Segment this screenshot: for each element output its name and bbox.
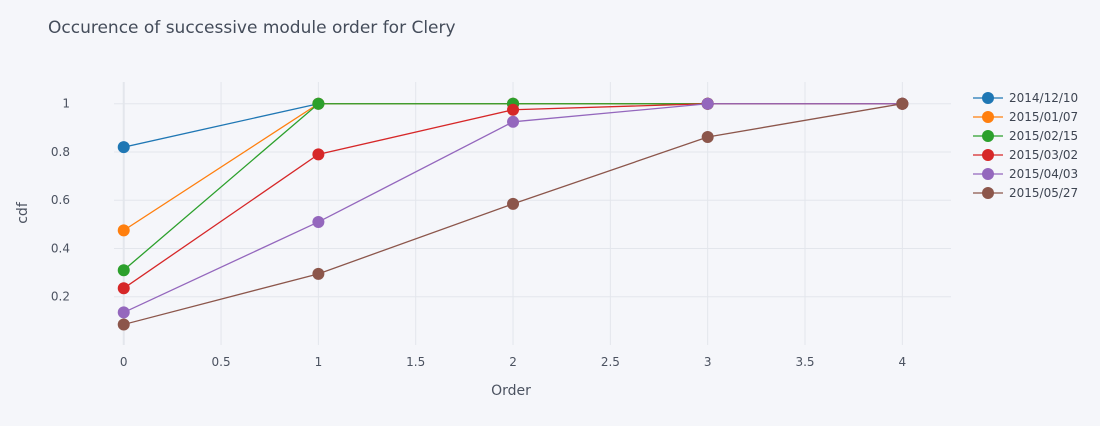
x-tick-label: 3 [704, 355, 712, 369]
series-2015/05/27 [117, 97, 909, 331]
legend-item[interactable]: 2015/03/02 [973, 148, 1078, 162]
legend-marker [982, 92, 994, 104]
legend-item[interactable]: 2015/04/03 [973, 167, 1078, 181]
data-point[interactable] [507, 103, 520, 116]
x-tick-label: 0.5 [212, 355, 231, 369]
data-point[interactable] [117, 224, 130, 237]
legend: 2014/12/10 2015/01/07 2015/02/15 2015/03/02… [973, 91, 1078, 200]
legend-item[interactable]: 2015/02/15 [973, 129, 1078, 143]
legend-marker [982, 111, 994, 123]
data-point[interactable] [117, 141, 130, 154]
x-tick-label: 2 [509, 355, 517, 369]
legend-label: 2014/12/10 [1009, 91, 1078, 105]
x-tick-label: 4 [899, 355, 907, 369]
x-tick-label: 2.5 [601, 355, 620, 369]
y-tick-label: 0.8 [51, 145, 70, 159]
x-tick-label: 1 [315, 355, 323, 369]
x-tick-label: 1.5 [406, 355, 425, 369]
data-point[interactable] [312, 267, 325, 280]
data-point[interactable] [117, 282, 130, 295]
legend-label: 2015/01/07 [1009, 110, 1078, 124]
legend-label: 2015/05/27 [1009, 186, 1078, 200]
legend-label: 2015/02/15 [1009, 129, 1078, 143]
x-tick-label: 3.5 [795, 355, 814, 369]
legend-marker [982, 149, 994, 161]
data-point[interactable] [507, 197, 520, 210]
legend-marker [982, 168, 994, 180]
data-point[interactable] [312, 215, 325, 228]
y-axis-ticks: 0.2 0.4 0.6 0.8 1 [51, 97, 70, 304]
x-tick-label: 0 [120, 355, 128, 369]
data-point[interactable] [117, 264, 130, 277]
data-point[interactable] [896, 97, 909, 110]
y-tick-label: 0.4 [51, 241, 70, 255]
data-point[interactable] [117, 306, 130, 319]
data-point[interactable] [507, 115, 520, 128]
y-tick-label: 1 [62, 97, 70, 111]
y-tick-label: 0.6 [51, 193, 70, 207]
data-point[interactable] [701, 131, 714, 144]
x-axis-label: Order [491, 383, 531, 399]
legend-marker [982, 130, 994, 142]
plot-area [117, 97, 909, 331]
y-axis-label: cdf [15, 201, 31, 224]
legend-item[interactable]: 2015/01/07 [973, 110, 1078, 124]
legend-label: 2015/03/02 [1009, 148, 1078, 162]
data-point[interactable] [117, 318, 130, 331]
data-point[interactable] [312, 148, 325, 161]
legend-item[interactable]: 2014/12/10 [973, 91, 1078, 105]
x-axis-ticks: 0 0.5 1 1.5 2 2.5 3 3.5 4 [120, 355, 906, 369]
legend-marker [982, 187, 994, 199]
y-tick-label: 0.2 [51, 290, 70, 304]
chart-title: Occurence of successive module order for… [48, 18, 456, 38]
data-point[interactable] [312, 97, 325, 110]
legend-label: 2015/04/03 [1009, 167, 1078, 181]
data-point[interactable] [701, 97, 714, 110]
legend-item[interactable]: 2015/05/27 [973, 186, 1078, 200]
